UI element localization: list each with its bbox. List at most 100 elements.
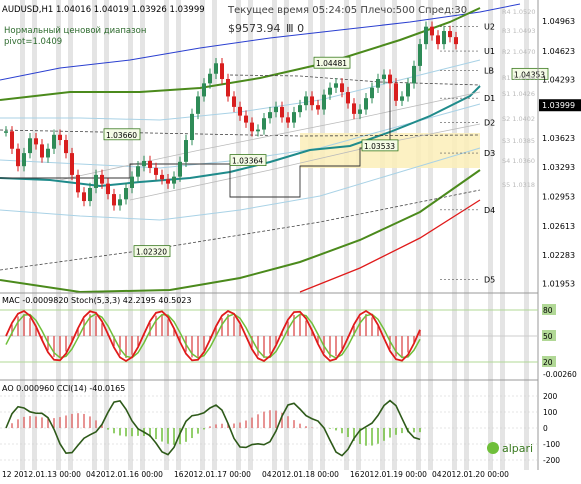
- stripe: [200, 0, 205, 470]
- stoch-main: [5, 309, 421, 363]
- time-tick: 04: [262, 470, 272, 479]
- stoch-axis-label: 20: [543, 358, 553, 367]
- stochastic-panel: 80 50 20 -0.00260: [0, 304, 577, 379]
- stripe: [320, 0, 325, 470]
- stripe: [308, 0, 313, 470]
- price-tick: 1.04293: [542, 76, 575, 85]
- stripe: [68, 0, 73, 470]
- balance: $9573.94: [228, 22, 281, 35]
- candle-body: [88, 187, 92, 202]
- time-tick: 12: [2, 470, 12, 479]
- candle-body: [208, 73, 212, 84]
- candle-body: [34, 138, 38, 145]
- annotation-label: 1.04481: [316, 59, 347, 68]
- candle-body: [28, 138, 32, 154]
- annotation-box: [103, 128, 141, 141]
- candle-body: [124, 187, 128, 200]
- stripe: [452, 0, 457, 470]
- candle-body: [316, 105, 320, 110]
- annotation-box: [229, 154, 267, 167]
- ao-cci-panel: 200 100 0 -100 -200: [0, 392, 560, 465]
- candle-body: [232, 96, 236, 107]
- candle-body: [64, 140, 68, 154]
- candle-body: [370, 87, 374, 99]
- server-time: Текущее время 05:24:05 Плечо:500 Спред:3…: [227, 5, 467, 16]
- range-subtitle: Нормальный ценовой диапазон: [4, 26, 146, 36]
- candle-body: [166, 179, 170, 184]
- logo-text: alpari: [502, 442, 533, 455]
- candle-body: [220, 63, 224, 79]
- pivot-labels: U2 U1 LB D1 D2 D3 D4 D5 R4 1.0520 R3 1.0493 R2 1.0…: [440, 8, 535, 285]
- candle-body: [202, 83, 206, 97]
- candle-body: [322, 94, 326, 110]
- ao-axis-label: 200: [543, 392, 558, 401]
- candle-body: [274, 106, 278, 113]
- faded-level: R4 1.0520: [502, 8, 535, 16]
- stripe: [284, 0, 289, 470]
- candle-body: [154, 167, 158, 175]
- annotation-label: 1.03533: [364, 142, 395, 151]
- alpari-logo[interactable]: alpari: [487, 442, 533, 455]
- candle-body: [40, 144, 44, 158]
- candle-body: [214, 63, 218, 74]
- candle-body: [376, 78, 380, 88]
- candle-body: [130, 176, 134, 188]
- current-price-box: [539, 99, 581, 112]
- candle-body: [106, 183, 110, 195]
- price-tick: 1.04963: [542, 17, 575, 26]
- candle-body: [418, 44, 422, 66]
- faded-level: S3 1.0385: [502, 137, 535, 145]
- stoch-axis-box: [542, 330, 556, 341]
- price-tick: 1.02283: [542, 251, 575, 260]
- candle-body: [286, 117, 290, 123]
- candle-body: [190, 113, 194, 141]
- candle-body: [448, 31, 452, 38]
- stoch-axis-label: 50: [543, 332, 553, 341]
- candle-body: [292, 112, 296, 123]
- cci-line: [5, 399, 421, 457]
- faded-level: R3 1.0493: [502, 27, 535, 35]
- stoch-label: MAC -0.0009820 Stoch(5,3,3) 42.2195 40.5…: [2, 296, 191, 305]
- time-tick: 2012.01.16 00:00: [96, 470, 163, 479]
- annotation-label: 1.04353: [514, 70, 545, 79]
- candle-body: [76, 174, 80, 193]
- stripe: [104, 0, 109, 470]
- faded-level: S5 1.0318: [502, 181, 535, 189]
- candle-body: [430, 26, 434, 36]
- price-tick: 1.02953: [542, 192, 575, 201]
- stripe: [272, 0, 277, 470]
- pivot-label: D2: [484, 119, 495, 128]
- candle-body: [406, 83, 410, 97]
- candle-body: [412, 65, 416, 84]
- candle-body: [334, 83, 338, 88]
- candle-body: [16, 148, 20, 167]
- candle-body: [388, 74, 392, 84]
- ao-axis-label: 100: [543, 408, 558, 417]
- ao-axis-label: -100: [543, 440, 560, 449]
- time-tick: 2012.01.18 00:00: [272, 470, 339, 479]
- candle-body: [22, 153, 26, 167]
- ao-axis-label: 0: [543, 424, 548, 433]
- pivot-label: U2: [484, 23, 495, 32]
- stoch-axis-box: [542, 304, 556, 315]
- pnl-value: Ⅲ 0: [286, 22, 304, 35]
- candle-body: [280, 106, 284, 118]
- candlesticks: [4, 21, 458, 211]
- candle-body: [310, 96, 314, 106]
- candle-body: [226, 78, 230, 97]
- stoch-axis-label: 80: [543, 306, 553, 315]
- candle-body: [160, 174, 164, 180]
- candle-body: [298, 105, 302, 113]
- stoch-axis-label: -0.00260: [543, 370, 577, 379]
- annotation-box: [361, 139, 399, 152]
- candle-body: [394, 83, 398, 101]
- annotation-label: 1.03364: [232, 157, 263, 166]
- stripe: [164, 0, 169, 470]
- candle-body: [10, 131, 14, 149]
- price-tick: 1.01953: [542, 280, 575, 289]
- time-tick: 16: [174, 470, 184, 479]
- diag-2: [129, 123, 481, 201]
- stripe: [176, 0, 181, 470]
- stripe: [488, 0, 493, 470]
